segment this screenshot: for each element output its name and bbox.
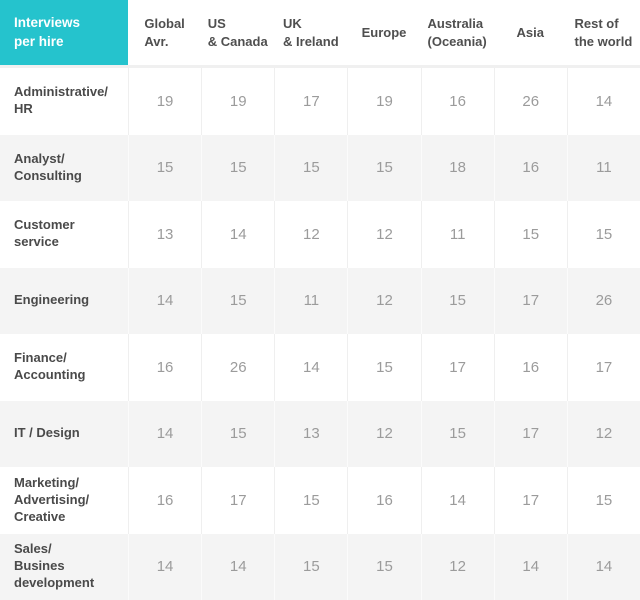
- cell-value: 26: [201, 334, 274, 401]
- row-label: Marketing/ Advertising/ Creative: [14, 474, 90, 524]
- table-row-sales-business-development: Sales/ Busines development 14 14 15 15 1…: [0, 533, 640, 600]
- cell-value: 15: [420, 400, 494, 467]
- cell-value: 15: [493, 201, 567, 268]
- cell-value: 15: [274, 134, 347, 201]
- cell-value: 14: [128, 400, 201, 467]
- column-header-us-canada: US & Canada: [201, 0, 274, 65]
- row-label: Customer service: [14, 217, 75, 250]
- cell-value: 16: [493, 134, 567, 201]
- row-label: Engineering: [14, 292, 90, 308]
- row-label: Sales/ Busines development: [14, 541, 95, 591]
- cell-value: 15: [347, 533, 420, 600]
- cell-value: 13: [128, 201, 201, 268]
- cell-value: 14: [566, 533, 640, 600]
- cell-value: 18: [420, 134, 494, 201]
- cell-value: 12: [347, 267, 420, 334]
- cell-value: 15: [347, 134, 420, 201]
- cell-value: 17: [493, 400, 567, 467]
- corner-header-interviews-per-hire: Interviews per hire: [0, 0, 128, 65]
- column-header-rest-of-world: Rest of the world: [567, 0, 640, 65]
- table-row-engineering: Engineering 14 15 11 12 15 17 26: [0, 267, 640, 334]
- table-row-analyst-consulting: Analyst/ Consulting 15 15 15 15 18 16 11: [0, 134, 640, 201]
- row-label: Finance/ Accounting: [14, 350, 86, 383]
- cell-value: 14: [274, 334, 347, 401]
- cell-value: 15: [566, 467, 640, 534]
- column-header-label: Australia (Oceania): [427, 15, 487, 49]
- cell-value: 15: [201, 134, 274, 201]
- cell-value: 14: [128, 267, 201, 334]
- table-body: Administrative/ HR 19 19 17 19 16 26 14 …: [0, 68, 640, 600]
- cell-value: 17: [566, 334, 640, 401]
- column-header-label: UK & Ireland: [283, 15, 339, 49]
- cell-value: 16: [128, 334, 201, 401]
- column-header-uk-ireland: UK & Ireland: [274, 0, 347, 65]
- cell-value: 17: [493, 267, 567, 334]
- column-header-asia: Asia: [494, 0, 567, 65]
- table-row-marketing-advertising-creative: Marketing/ Advertising/ Creative 16 17 1…: [0, 467, 640, 534]
- cell-value: 12: [274, 201, 347, 268]
- row-label: Administrative/ HR: [14, 84, 108, 117]
- cell-value: 15: [274, 467, 347, 534]
- cell-value: 14: [201, 533, 274, 600]
- cell-value: 15: [201, 400, 274, 467]
- cell-value: 15: [566, 201, 640, 268]
- cell-value: 15: [128, 134, 201, 201]
- cell-value: 26: [566, 267, 640, 334]
- cell-value: 14: [201, 201, 274, 268]
- column-header-label: Global Avr.: [144, 15, 185, 49]
- table-header-row: Interviews per hire Global Avr. US & Can…: [0, 0, 640, 68]
- cell-value: 16: [347, 467, 420, 534]
- cell-value: 15: [420, 267, 494, 334]
- column-header-label: Rest of the world: [574, 15, 633, 49]
- cell-value: 11: [420, 201, 494, 268]
- cell-value: 19: [128, 68, 201, 135]
- cell-value: 14: [566, 68, 640, 135]
- table-row-it-design: IT / Design 14 15 13 12 15 17 12: [0, 400, 640, 467]
- column-header-australia-oceania: Australia (Oceania): [421, 0, 494, 65]
- cell-value: 15: [274, 533, 347, 600]
- column-header-label: US & Canada: [207, 15, 268, 49]
- column-header-europe: Europe: [347, 0, 420, 65]
- cell-value: 12: [566, 400, 640, 467]
- column-header-label: Europe: [361, 24, 407, 40]
- cell-value: 26: [493, 68, 567, 135]
- cell-value: 19: [347, 68, 420, 135]
- cell-value: 16: [420, 68, 494, 135]
- cell-value: 16: [493, 334, 567, 401]
- cell-value: 17: [201, 467, 274, 534]
- cell-value: 19: [201, 68, 274, 135]
- table-row-customer-service: Customer service 13 14 12 12 11 15 15: [0, 201, 640, 268]
- cell-value: 15: [201, 267, 274, 334]
- cell-value: 14: [420, 467, 494, 534]
- cell-value: 17: [420, 334, 494, 401]
- row-label: IT / Design: [14, 425, 80, 441]
- cell-value: 17: [493, 467, 567, 534]
- cell-value: 15: [347, 334, 420, 401]
- cell-value: 12: [347, 201, 420, 268]
- cell-value: 16: [128, 467, 201, 534]
- cell-value: 11: [566, 134, 640, 201]
- cell-value: 17: [274, 68, 347, 135]
- cell-value: 14: [493, 533, 567, 600]
- table-row-administrative-hr: Administrative/ HR 19 19 17 19 16 26 14: [0, 68, 640, 135]
- table-row-finance-accounting: Finance/ Accounting 16 26 14 15 17 16 17: [0, 334, 640, 401]
- cell-value: 14: [128, 533, 201, 600]
- column-header-label: Asia: [516, 24, 544, 40]
- cell-value: 12: [420, 533, 494, 600]
- cell-value: 11: [274, 267, 347, 334]
- cell-value: 13: [274, 400, 347, 467]
- cell-value: 12: [347, 400, 420, 467]
- column-header-global-avr: Global Avr.: [128, 0, 201, 65]
- row-label: Analyst/ Consulting: [14, 150, 82, 183]
